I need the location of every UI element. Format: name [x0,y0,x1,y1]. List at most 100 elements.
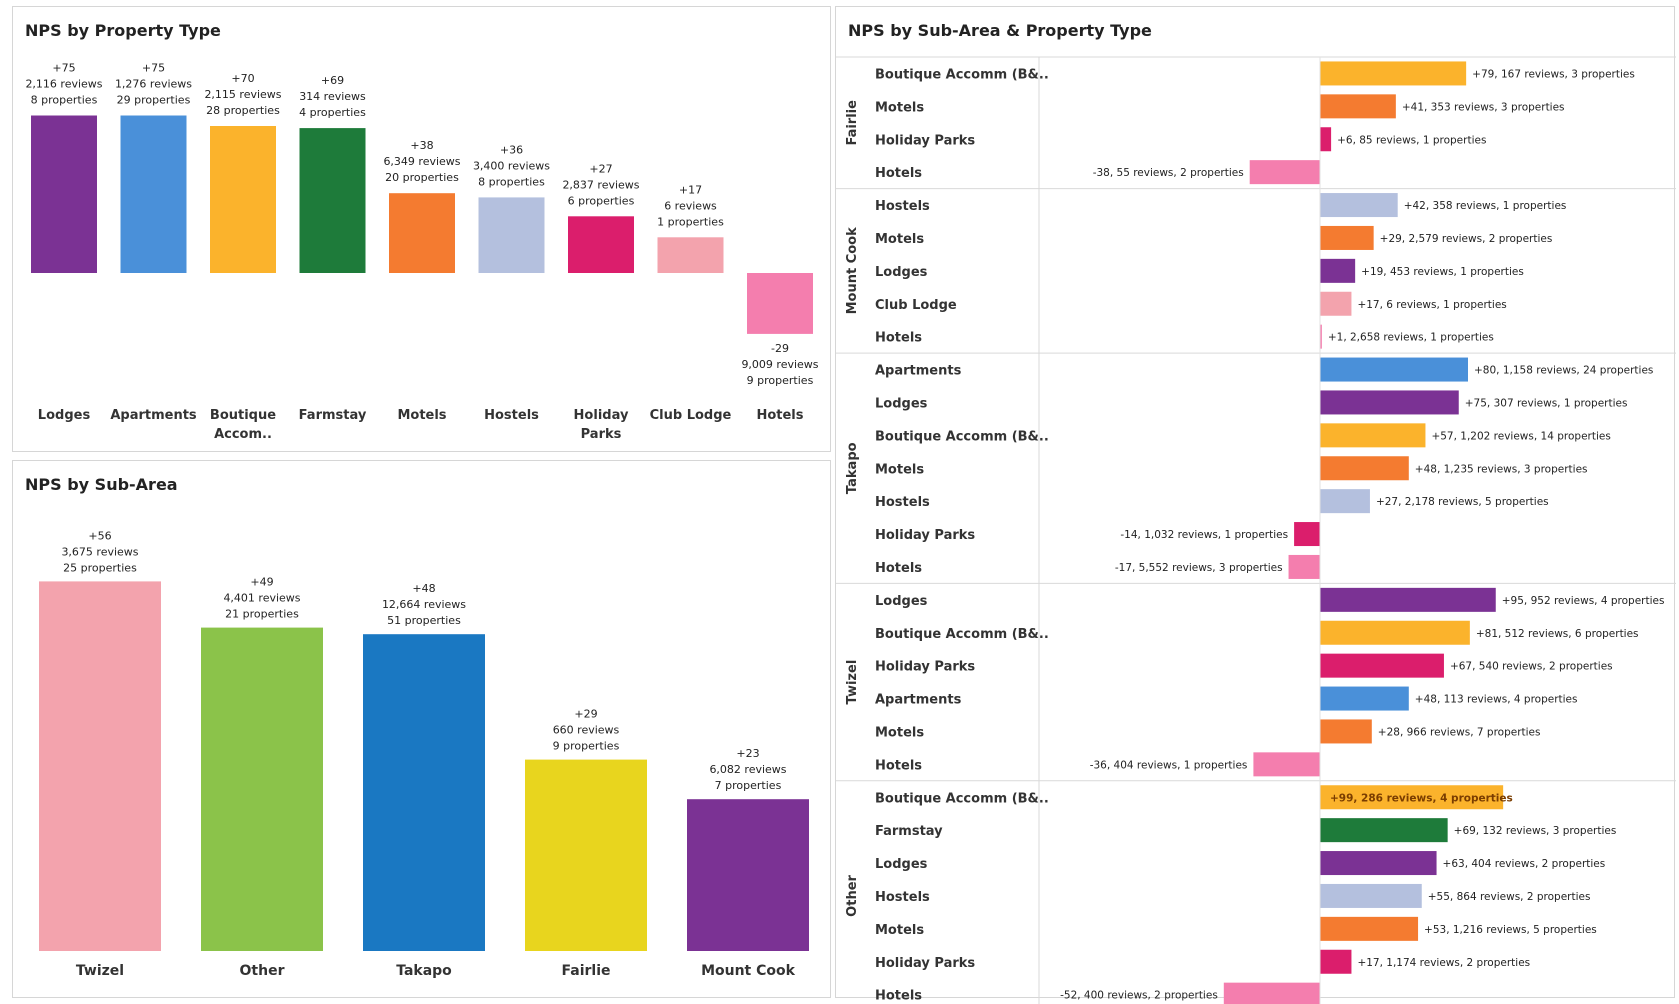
bar-data-label: -14, 1,032 reviews, 1 properties [1120,529,1288,541]
bar-data-label: -17, 5,552 reviews, 3 properties [1115,562,1283,574]
bar-data-label: +38 [410,139,433,152]
row-label: Motels [875,725,924,740]
bar-data-label: 6,082 reviews [709,763,786,776]
bar-data-label: +19, 453 reviews, 1 properties [1361,266,1524,278]
category-label: Twizel [76,963,124,979]
bar-data-label: +67, 540 reviews, 2 properties [1450,661,1613,673]
hbar [1320,357,1468,382]
category-label: Lodges [38,408,91,423]
hbar [1320,324,1322,349]
row-label: Lodges [875,594,928,609]
category-label: Farmstay [299,408,367,423]
bar-fairlie [525,759,647,951]
row-label: Apartments [875,364,962,379]
hbar [1320,291,1352,316]
subarea-property-type-chart: Fairlie Boutique Accomm (B&.. +79, 167 rev… [836,56,1676,1004]
hbar [1288,554,1320,579]
hbar [1223,982,1320,1004]
bar-holiday-parks [568,216,634,273]
row-label: Boutique Accomm (B&.. [875,67,1049,82]
row-label: Boutique Accomm (B&.. [875,429,1049,444]
hbar [1320,587,1496,612]
row-label: Lodges [875,396,928,411]
bar-data-label: +23 [736,747,759,760]
bar-data-label: 21 properties [225,608,299,621]
bar-farmstay [299,128,366,273]
bar-motels [389,193,455,273]
bar-data-label: 7 properties [715,779,782,792]
bar-data-label: +27 [589,162,612,175]
hbar [1320,390,1459,415]
bar-data-label: +28, 966 reviews, 7 properties [1378,726,1541,738]
bar-data-label: 28 properties [206,104,280,117]
bar-hostels [478,197,545,273]
row-label: Hotels [875,758,922,773]
bar-data-label: 8 properties [31,94,98,107]
row-label: Holiday Parks [875,660,975,675]
bar-data-label: +56 [88,529,111,542]
bar-data-label: 6 properties [568,194,635,207]
hbar [1320,719,1372,744]
bar-data-label: -36, 404 reviews, 1 properties [1090,759,1248,771]
hbar [1320,258,1356,283]
bar-data-label: +42, 358 reviews, 1 properties [1404,200,1567,212]
bar-data-label: 3,675 reviews [61,545,138,558]
bar-club-lodge [657,237,724,273]
nps-by-subarea-property-type-panel: NPS by Sub-Area & Property Type Fairlie B… [835,6,1676,1004]
panel-title: NPS by Sub-Area [25,475,178,494]
bar-twizel [39,581,161,951]
bar-data-label: 9 properties [747,374,814,387]
category-label: Parks [581,427,622,442]
bar-data-label: 1 properties [657,215,724,228]
row-label: Hotels [875,166,922,181]
bar-data-label: +81, 512 reviews, 6 properties [1476,628,1639,640]
hbar [1320,127,1332,152]
hbar [1320,785,1504,810]
hbar [1320,818,1448,843]
bar-data-label: -38, 55 reviews, 2 properties [1093,167,1244,179]
bar-data-label: -52, 400 reviews, 2 properties [1060,990,1218,1002]
bar-data-label: +36 [500,143,523,156]
category-label: Takapo [396,963,452,979]
bar-data-label: +6, 85 reviews, 1 properties [1337,134,1486,146]
category-label: Mount Cook [701,963,796,979]
bar-data-label: 9 properties [553,740,620,753]
row-label: Holiday Parks [875,528,975,543]
bar-data-label: 2,837 reviews [562,178,639,191]
bar-data-label: 314 reviews [299,90,366,103]
group-label: Fairlie [845,100,860,146]
bar-data-label: +70 [231,72,254,85]
bar-data-label: 660 reviews [553,724,620,737]
hbar [1320,489,1370,514]
property-type-chart: +75 2,116 reviews 8 properties Lodges +75 1,2… [25,62,818,443]
hbar [1320,883,1422,908]
row-label: Motels [875,462,924,477]
bar-data-label: 2,116 reviews [25,78,102,91]
bar-data-label: +80, 1,158 reviews, 24 properties [1474,365,1653,377]
row-label: Hostels [875,199,930,214]
nps-by-sub-area-panel: NPS by Sub-Area +56 3,675 reviews 25 prope… [12,460,831,998]
bar-takapo [363,634,485,951]
bar-data-label: 6 reviews [664,199,717,212]
bar-data-label: +57, 1,202 reviews, 14 properties [1431,430,1610,442]
group-label: Takapo [845,442,860,494]
row-label: Apartments [875,693,962,708]
hbar [1320,686,1409,711]
bar-data-label: 51 properties [387,614,461,627]
bar-data-label: 25 properties [63,561,137,574]
hbar [1320,620,1470,645]
hbar [1320,61,1467,86]
bar-data-label: +53, 1,216 reviews, 5 properties [1424,924,1597,936]
category-label: Accom.. [214,427,272,442]
group-label: Other [845,874,860,916]
bar-data-label: +79, 167 reviews, 3 properties [1472,68,1635,80]
hbar [1320,423,1426,448]
bar-data-label: 20 properties [385,171,459,184]
bar-apartments [120,115,187,273]
row-label: Hostels [875,495,930,510]
row-label: Farmstay [875,824,943,839]
category-label: Motels [397,408,446,423]
row-label: Holiday Parks [875,956,975,971]
category-label: Apartments [110,408,197,423]
bar-data-label: +41, 353 reviews, 3 properties [1402,101,1565,113]
